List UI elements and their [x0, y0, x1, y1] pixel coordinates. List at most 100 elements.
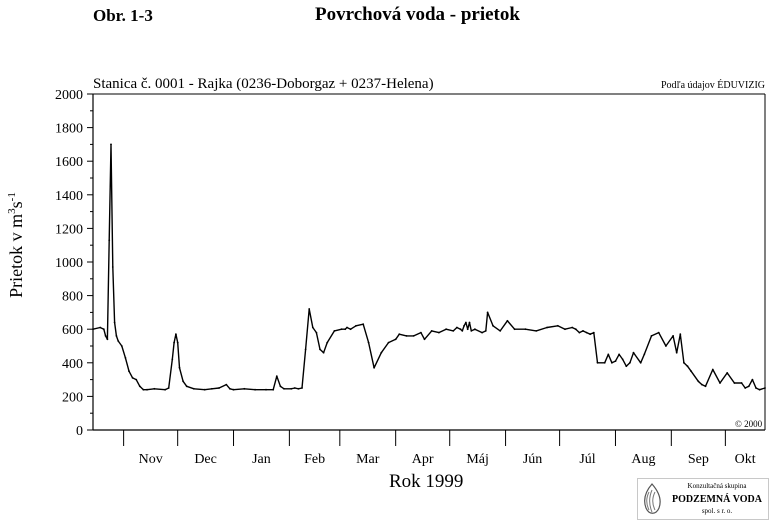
data-point — [697, 380, 700, 383]
data-point — [564, 328, 566, 331]
data-point — [373, 366, 375, 369]
data-point — [355, 324, 357, 327]
data-point — [719, 382, 721, 384]
data-point — [106, 338, 109, 341]
data-point — [380, 351, 383, 354]
data-point — [592, 331, 595, 334]
data-point — [456, 326, 458, 329]
x-axis-ticks: Nov Dec Jan Feb Mar Apr Máj Jún Júl Aug Sep Okt — [123, 430, 756, 467]
flow-chart: 0 200 400 600 800 1000 1200 1400 1600 1800 2000 No… — [55, 88, 766, 467]
data-point — [346, 326, 348, 329]
data-point — [203, 388, 206, 391]
data-point — [111, 266, 114, 268]
data-point — [701, 383, 703, 386]
data-point — [311, 326, 314, 329]
data-point — [484, 330, 487, 332]
y-tick-label: 800 — [62, 290, 83, 305]
data-point — [589, 333, 592, 336]
data-point — [470, 330, 473, 332]
data-point — [254, 388, 256, 391]
data-source-note: Podľa údajov ÉDUVIZIG — [660, 80, 765, 91]
data-point — [686, 365, 689, 368]
data-point — [465, 321, 467, 324]
data-point — [679, 333, 682, 336]
data-point — [232, 388, 235, 391]
data-point — [468, 321, 471, 324]
logo-line-2: PODZEMNÁ VODA — [672, 494, 762, 505]
data-point — [740, 382, 743, 384]
x-tick-label: Jan — [252, 452, 271, 467]
data-point — [176, 341, 179, 344]
data-point — [632, 351, 635, 354]
data-point — [304, 348, 307, 351]
figure-title: Povrchová voda - prietok — [315, 4, 520, 25]
data-point — [486, 311, 489, 314]
data-point — [423, 338, 426, 341]
data-point — [117, 340, 120, 342]
y-tick-label: 600 — [62, 323, 83, 338]
company-logo: Konzultačná skupina PODZEMNÁ VODA spol. … — [637, 478, 769, 520]
y-tick-label: 1200 — [55, 222, 83, 237]
data-point — [463, 324, 465, 327]
y-axis-label: Prietok v m3s-1 — [6, 192, 26, 298]
data-point — [387, 341, 390, 344]
data-point — [229, 387, 231, 390]
data-point — [704, 385, 707, 388]
data-point — [492, 324, 494, 327]
x-tick-label: Sep — [688, 452, 709, 467]
data-point — [315, 331, 318, 334]
x-tick-label: Jún — [523, 452, 542, 467]
data-point — [607, 353, 610, 356]
data-point — [672, 335, 674, 337]
data-point — [113, 321, 116, 324]
data-point — [461, 330, 464, 332]
data-point — [474, 328, 476, 331]
data-point — [218, 387, 221, 389]
data-point — [142, 388, 145, 391]
data-point — [690, 370, 692, 373]
logo-line-1: Konzultačná skupina — [687, 482, 747, 490]
data-point — [466, 328, 469, 331]
data-point — [225, 383, 228, 386]
data-point — [711, 368, 714, 371]
plot-frame — [92, 93, 766, 431]
data-point — [625, 365, 628, 368]
data-point — [308, 308, 311, 310]
data-point — [556, 324, 559, 327]
y-tick-label: 2000 — [55, 88, 83, 103]
data-point — [611, 361, 613, 364]
data-point — [333, 330, 336, 332]
x-tick-label: Apr — [412, 452, 434, 467]
data-point — [171, 358, 174, 361]
data-point — [175, 333, 177, 336]
data-point — [578, 331, 581, 334]
data-point — [618, 353, 620, 356]
data-point — [104, 335, 107, 337]
data-point — [164, 388, 167, 391]
y-axis-ticks: 0 200 400 600 800 1000 1200 1400 1600 1800 2000 — [55, 88, 93, 439]
y-tick-label: 0 — [76, 424, 83, 439]
data-point — [110, 143, 112, 146]
data-point — [92, 328, 94, 331]
data-point — [340, 328, 343, 331]
data-point — [275, 375, 278, 378]
figure-number: Obr. 1-3 — [93, 6, 153, 25]
y-tick-label: 400 — [62, 357, 83, 372]
data-point — [131, 377, 134, 379]
data-point — [99, 326, 102, 329]
data-point — [265, 388, 267, 391]
data-point — [585, 331, 588, 334]
data-point — [367, 341, 370, 344]
data-point — [138, 385, 141, 388]
logo-line-3: spol. s r. o. — [701, 507, 733, 515]
data-point — [102, 328, 105, 331]
data-point — [146, 388, 148, 391]
data-point — [574, 328, 577, 331]
x-tick-label: Aug — [631, 452, 655, 467]
data-point — [326, 341, 329, 344]
data-point — [182, 380, 185, 383]
data-point — [362, 323, 365, 326]
station-title: Stanica č. 0001 - Rajka (0236-Doborgaz +… — [93, 76, 434, 92]
data-point — [513, 328, 516, 331]
y-tick-label: 200 — [62, 390, 83, 405]
